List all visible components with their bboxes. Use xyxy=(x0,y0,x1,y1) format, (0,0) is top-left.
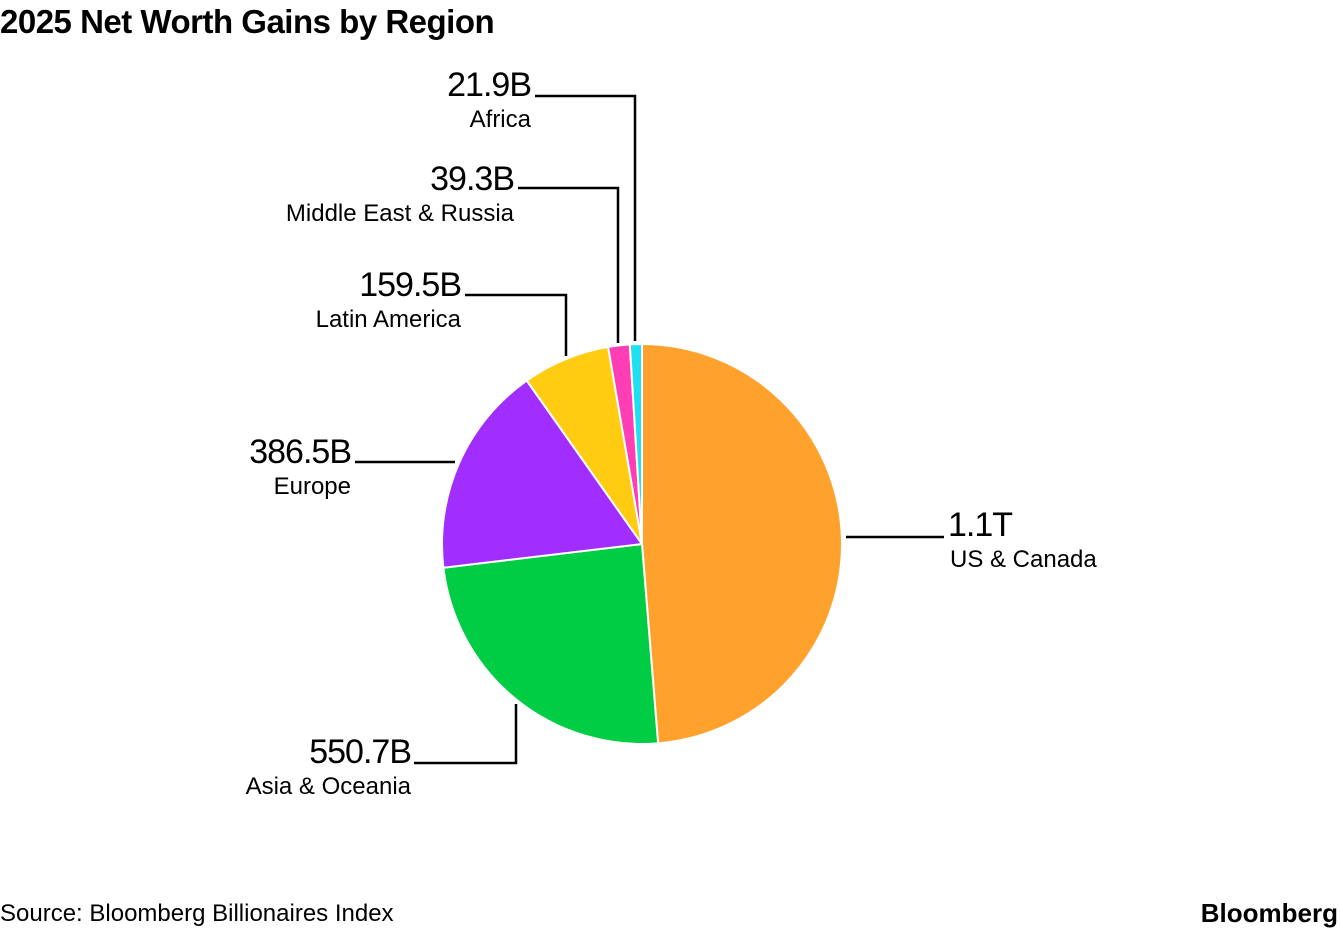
bloomberg-logo: Bloomberg xyxy=(1200,898,1338,928)
name-label-europe: Europe xyxy=(274,473,351,500)
name-label-latin-america: Latin America xyxy=(316,306,462,333)
name-label-us-canada: US & Canada xyxy=(950,546,1097,573)
pie-slice-europe xyxy=(441,379,643,569)
leader-line-asia-oceania xyxy=(414,704,518,765)
leader-lines xyxy=(355,94,944,765)
leader-line-middle-east-russia xyxy=(518,186,620,343)
pie-slice-africa xyxy=(628,342,643,545)
name-label-middle-east-russia: Middle East & Russia xyxy=(286,200,515,227)
chart-title: 2025 Net Worth Gains by Region xyxy=(0,3,495,40)
pie-slice-us-canada xyxy=(641,343,843,745)
value-label-europe: 386.5B xyxy=(249,433,351,471)
name-label-africa: Africa xyxy=(470,106,532,133)
value-label-latin-america: 159.5B xyxy=(359,266,461,304)
pie-slices xyxy=(441,342,843,745)
value-label-africa: 21.9B xyxy=(447,66,531,104)
leader-line-africa xyxy=(535,94,637,341)
pie-slice-asia-oceania xyxy=(442,543,660,745)
value-label-middle-east-russia: 39.3B xyxy=(430,160,514,198)
source-note: Source: Bloomberg Billionaires Index xyxy=(0,900,394,927)
leader-line-latin-america xyxy=(465,293,568,356)
value-label-asia-oceania: 550.7B xyxy=(309,733,411,771)
name-label-asia-oceania: Asia & Oceania xyxy=(246,773,412,800)
value-label-us-canada: 1.1T xyxy=(948,506,1012,544)
